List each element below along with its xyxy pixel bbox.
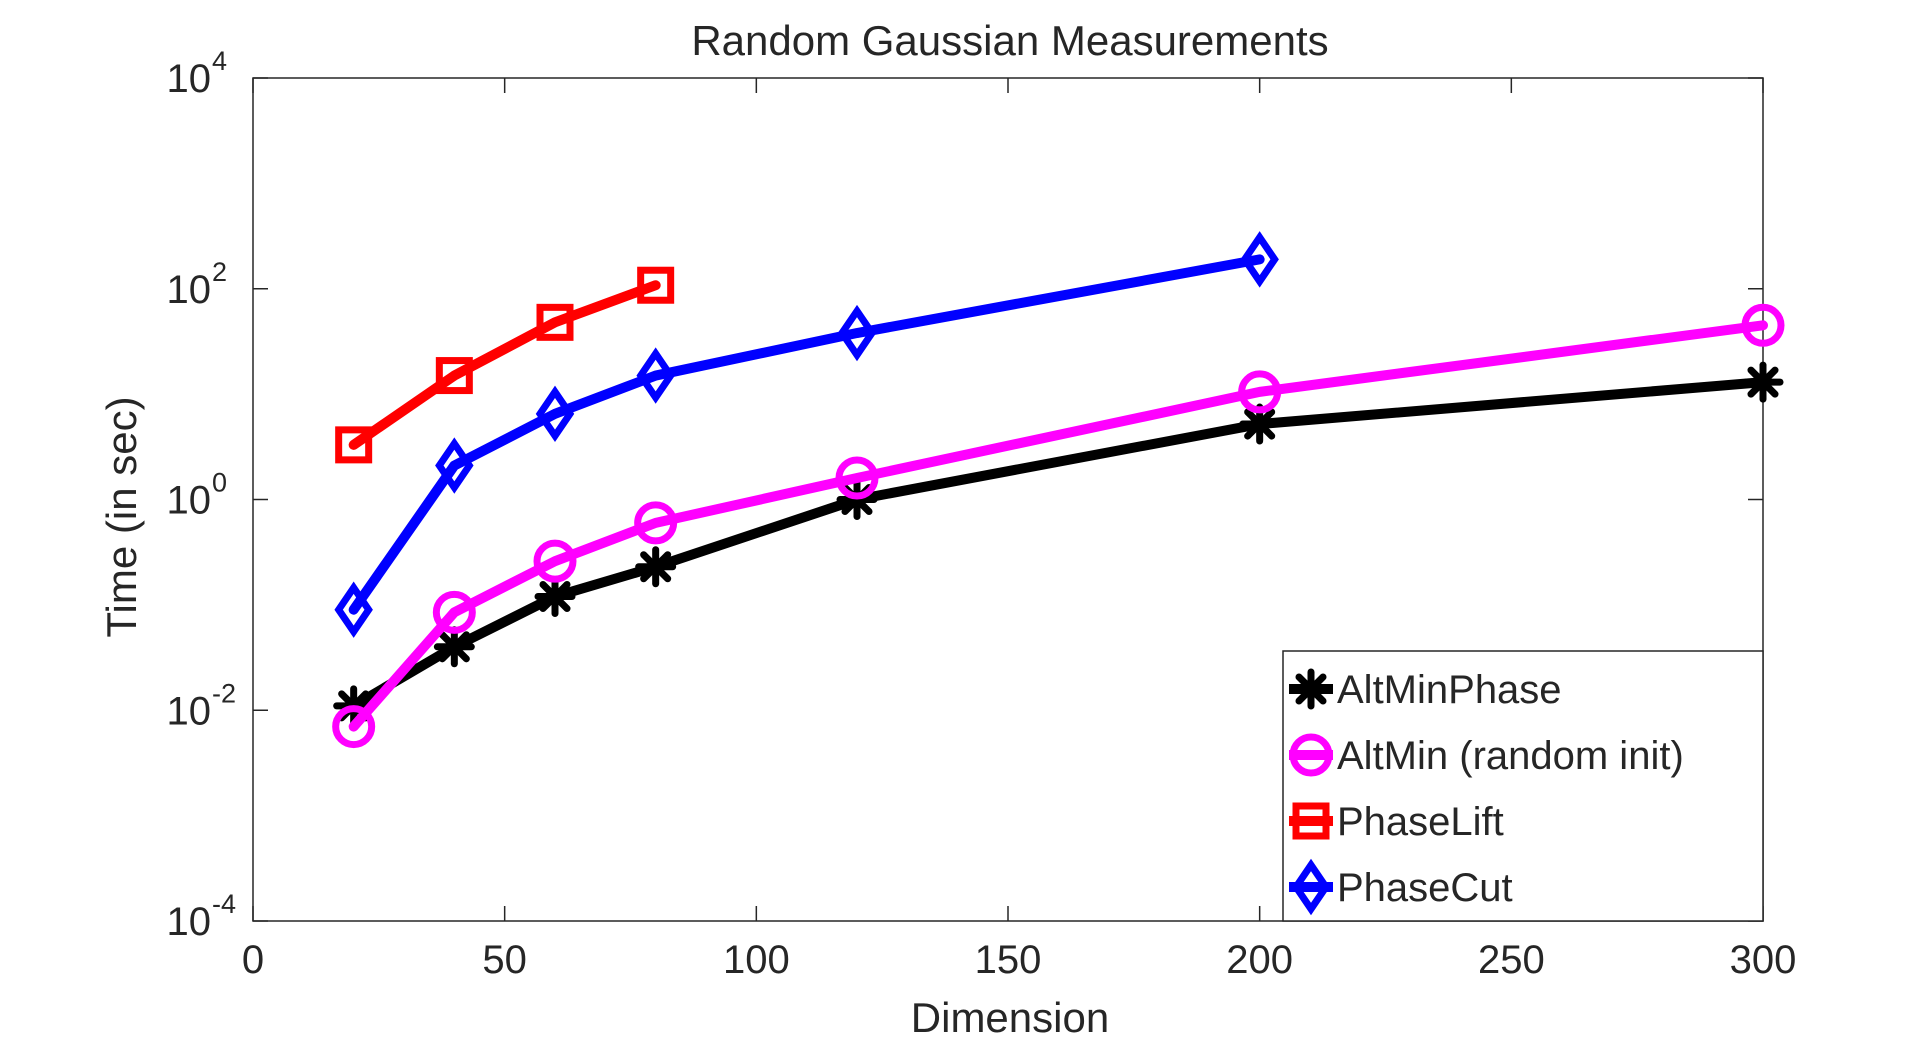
y-tick-exponent: 4 <box>212 46 227 76</box>
legend-marker <box>1290 668 1332 710</box>
x-tick-label: 300 <box>1730 938 1797 982</box>
data-point-marker <box>534 576 576 618</box>
x-tick-label: 100 <box>723 938 790 982</box>
series-line <box>348 280 661 450</box>
legend-label: AltMinPhase <box>1337 668 1562 712</box>
series-phaselift <box>335 266 675 464</box>
x-tick-label: 200 <box>1226 938 1293 982</box>
x-tick-label: 250 <box>1478 938 1545 982</box>
legend: AltMinPhase AltMin (random init) PhaseLift… <box>1282 650 1764 922</box>
x-tick-label: 50 <box>482 938 527 982</box>
legend-box <box>1282 650 1764 922</box>
x-tick-label: 0 <box>242 938 264 982</box>
y-tick-exponent: -2 <box>212 678 236 708</box>
series-phasecut <box>334 231 1279 638</box>
data-point-marker <box>1239 403 1281 445</box>
y-tick-label: 10 <box>167 57 212 101</box>
data-point-marker <box>535 385 575 443</box>
data-point-marker <box>536 303 574 341</box>
data-point-marker <box>637 266 675 304</box>
data-point-marker <box>636 347 675 404</box>
data-point-marker <box>1742 361 1784 403</box>
data-point-marker <box>1741 303 1785 347</box>
chart-title: Random Gaussian Measurements <box>691 17 1328 64</box>
data-point-marker <box>432 590 476 634</box>
legend-label: PhaseCut <box>1337 866 1513 910</box>
series-line <box>348 254 1265 615</box>
data-point-marker <box>332 705 376 749</box>
y-axis-label: Time (in sec) <box>98 396 145 637</box>
data-point-marker <box>835 456 879 500</box>
data-point-marker <box>433 626 475 668</box>
y-tick-label: 10 <box>167 900 212 944</box>
data-point-marker <box>1240 231 1279 288</box>
y-tick-exponent: 2 <box>212 257 227 287</box>
series-layer <box>332 231 1785 749</box>
legend-item: PhaseLift <box>1289 800 1504 844</box>
series-line <box>348 320 1768 732</box>
data-point-marker <box>335 426 373 464</box>
data-point-marker <box>635 546 677 588</box>
legend-marker <box>1291 858 1331 916</box>
y-tick-label: 10 <box>167 689 212 733</box>
legend-marker <box>1289 733 1333 777</box>
data-point-marker <box>837 304 877 362</box>
legend-item: PhaseCut <box>1289 858 1513 916</box>
data-point-marker <box>435 437 474 494</box>
x-tick-label: 150 <box>975 938 1042 982</box>
y-tick-label: 10 <box>167 268 212 312</box>
legend-label: PhaseLift <box>1337 800 1504 844</box>
data-point-marker <box>435 357 473 395</box>
series-altmin-random-init <box>332 303 1785 749</box>
data-point-marker <box>533 539 577 583</box>
data-point-marker <box>334 581 373 638</box>
data-point-marker <box>1238 370 1282 414</box>
y-tick-label: 10 <box>167 479 212 523</box>
y-tick-exponent: 0 <box>212 468 227 498</box>
x-axis-label: Dimension <box>911 994 1109 1041</box>
legend-marker <box>1292 802 1330 840</box>
y-tick-exponent: -4 <box>212 889 236 919</box>
data-point-marker <box>634 501 678 545</box>
legend-label: AltMin (random init) <box>1337 734 1684 778</box>
legend-item: AltMinPhase <box>1289 668 1562 712</box>
legend-item: AltMin (random init) <box>1289 733 1684 778</box>
